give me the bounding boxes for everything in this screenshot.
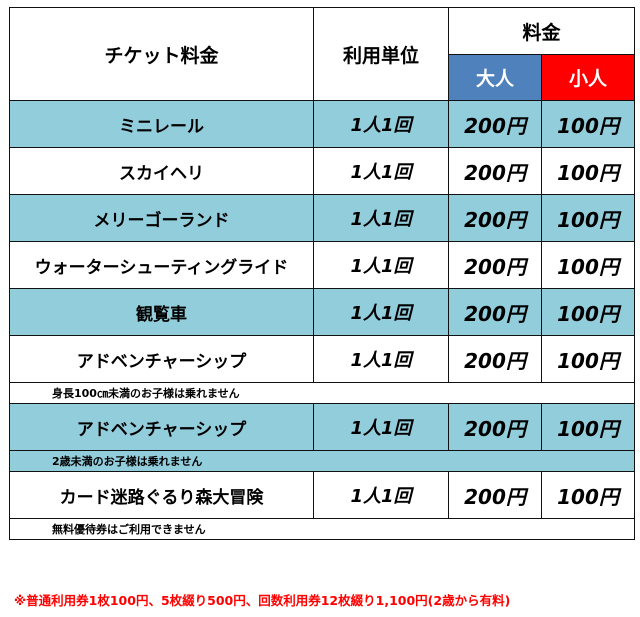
ride-unit: 1人1回 xyxy=(313,241,449,289)
note-row: 無料優待券はご利用できません xyxy=(8,518,636,540)
table-row: アドベンチャーシップ 1人1回 200円 100円 xyxy=(9,403,636,451)
adult-price: 200円 xyxy=(448,335,542,383)
adult-price: 200円 xyxy=(448,471,542,519)
ride-unit: 1人1回 xyxy=(313,403,449,451)
child-price: 100円 xyxy=(540,403,636,451)
adult-price: 200円 xyxy=(448,241,542,289)
ride-name: カード迷路ぐるり森大冒険 xyxy=(9,471,314,519)
ride-unit: 1人1回 xyxy=(313,100,449,148)
adult-header: 大人 xyxy=(448,54,542,101)
adult-price: 200円 xyxy=(448,194,542,242)
ride-unit: 1人1回 xyxy=(313,194,449,242)
note-row: 身長100㎝未満のお子様は乗れません xyxy=(8,382,636,404)
table-row: アドベンチャーシップ 1人1回 200円 100円 xyxy=(9,335,636,383)
ride-unit: 1人1回 xyxy=(313,147,449,195)
adult-price: 200円 xyxy=(448,288,542,336)
table-row: 観覧車 1人1回 200円 100円 xyxy=(9,288,636,336)
child-price: 100円 xyxy=(540,288,636,336)
child-price: 100円 xyxy=(540,241,636,289)
child-price: 100円 xyxy=(540,100,636,148)
ride-name: 観覧車 xyxy=(9,288,314,336)
ride-name: ミニレール xyxy=(9,100,314,148)
ride-name: スカイヘリ xyxy=(9,147,314,195)
child-price: 100円 xyxy=(540,147,636,195)
note-row: 2歳未満のお子様は乗れません xyxy=(8,450,636,472)
adult-price: 200円 xyxy=(448,147,542,195)
adult-price: 200円 xyxy=(448,100,542,148)
table-row: ウォーターシューティングライド 1人1回 200円 100円 xyxy=(9,241,636,289)
table-row: メリーゴーランド 1人1回 200円 100円 xyxy=(9,194,636,242)
table-row: ミニレール 1人1回 200円 100円 xyxy=(9,100,636,148)
child-header: 小人 xyxy=(540,54,636,101)
ride-name: メリーゴーランド xyxy=(9,194,314,242)
footer-note: ※普通利用券1枚100円、5枚綴り500円、回数利用券12枚綴り1,100円(2… xyxy=(14,593,511,608)
ride-name: アドベンチャーシップ xyxy=(9,403,314,451)
invite-note: 無料優待券はご利用できません xyxy=(8,518,636,540)
ride-unit: 1人1回 xyxy=(313,471,449,519)
child-price: 100円 xyxy=(540,471,636,519)
ride-unit: 1人1回 xyxy=(313,288,449,336)
age-limit-note: 2歳未満のお子様は乗れません xyxy=(8,450,636,472)
child-price: 100円 xyxy=(540,194,636,242)
height-limit-note: 身長100㎝未満のお子様は乗れません xyxy=(8,382,636,404)
ride-unit: 1人1回 xyxy=(313,335,449,383)
ticket-price-header: チケット料金 xyxy=(9,7,314,101)
ride-name: ウォーターシューティングライド xyxy=(9,241,314,289)
child-price: 100円 xyxy=(540,335,636,383)
table-row: スカイヘリ 1人1回 200円 100円 xyxy=(9,147,636,195)
unit-header: 利用単位 xyxy=(313,7,449,101)
price-table: チケット料金 利用単位 料金 大人 小人 ミニレール 1人1回 200円 100… xyxy=(8,7,636,540)
fee-header: 料金 xyxy=(447,7,636,55)
ride-name: アドベンチャーシップ xyxy=(9,335,314,383)
table-row: カード迷路ぐるり森大冒険 1人1回 200円 100円 xyxy=(9,471,636,519)
adult-price: 200円 xyxy=(448,403,542,451)
